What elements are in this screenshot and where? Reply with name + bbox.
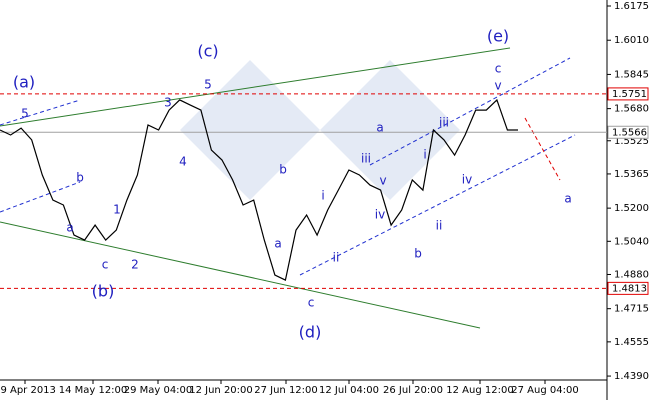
wave-label: a: [274, 237, 281, 251]
forecast-line: [524, 117, 561, 181]
y-tick-label: 1.6175: [614, 1, 649, 12]
x-tick-label: 29 May 04:00: [124, 385, 193, 396]
wave-label: i: [321, 189, 324, 203]
wave-label: c: [495, 62, 502, 76]
price-line: [0, 98, 518, 281]
wave-label: b: [414, 247, 422, 261]
wave-label: iii: [439, 116, 449, 130]
price-level-label: 1.5751: [612, 89, 647, 100]
wave-label: (a): [13, 73, 35, 92]
price-level-box: [607, 125, 649, 139]
trend-line: [0, 221, 481, 329]
x-tick-label: 12 Jun 20:00: [189, 385, 253, 396]
wave-label: b: [76, 171, 84, 185]
wave-label: c: [308, 296, 315, 310]
wave-label: a: [564, 192, 571, 206]
x-tick-label: 29 Apr 2013: [0, 385, 56, 396]
trend-line: [0, 47, 511, 127]
wave-label: 2: [131, 258, 139, 272]
wave-label: (e): [487, 27, 509, 46]
wave-label: 5: [21, 107, 29, 121]
y-tick-label: 1.5680: [614, 104, 649, 115]
wave-label: iv: [462, 173, 472, 187]
channel-line: [299, 134, 576, 276]
wave-label: a: [376, 121, 383, 135]
y-tick-label: 1.5365: [614, 169, 649, 180]
wave-label: ii: [436, 219, 443, 233]
x-tick-label: 27 Aug 04:00: [511, 385, 578, 396]
wave-label: c: [102, 258, 109, 272]
wave-label: 5: [204, 78, 212, 92]
x-tick-label: 14 May 12:00: [59, 385, 128, 396]
wave-label: 3: [164, 96, 172, 110]
wave-label: ii: [333, 251, 340, 265]
wave-label: iv: [375, 208, 385, 222]
wave-label: (b): [92, 282, 115, 301]
price-level-label: 1.5566: [612, 127, 647, 138]
x-tick-label: 26 Jul 20:00: [383, 385, 443, 396]
wave-label: b: [279, 163, 287, 177]
watermark: [180, 60, 460, 200]
y-tick-label: 1.5845: [614, 69, 649, 80]
x-tick-label: 12 Jul 04:00: [319, 385, 379, 396]
y-tick-label: 1.4715: [614, 304, 649, 315]
y-tick-label: 1.4880: [614, 269, 649, 280]
x-tick-label: 27 Jun 12:00: [254, 385, 318, 396]
wave-label: (d): [299, 323, 322, 342]
wave-label: 1: [113, 203, 121, 217]
channel-line: [0, 181, 81, 213]
wave-label: v: [494, 79, 501, 93]
y-tick-label: 1.4555: [614, 337, 649, 348]
price-level-box: [607, 281, 649, 295]
channel-line: [369, 57, 571, 166]
x-tick-label: 12 Aug 12:00: [446, 385, 513, 396]
price-level-box: [607, 87, 649, 101]
wave-label: a: [66, 221, 73, 235]
y-tick-label: 1.5040: [614, 236, 649, 247]
wave-label: i: [423, 148, 426, 162]
y-tick-label: 1.4390: [614, 371, 649, 382]
y-tick-label: 1.5200: [614, 203, 649, 214]
wave-label: 4: [179, 155, 187, 169]
wave-label: (c): [197, 42, 218, 61]
wave-label: iii: [361, 152, 371, 166]
y-tick-label: 1.6010: [614, 35, 649, 46]
price-level-label: 1.4813: [612, 283, 647, 294]
y-tick-label: 1.5525: [614, 136, 649, 147]
wave-label: v: [379, 174, 386, 188]
